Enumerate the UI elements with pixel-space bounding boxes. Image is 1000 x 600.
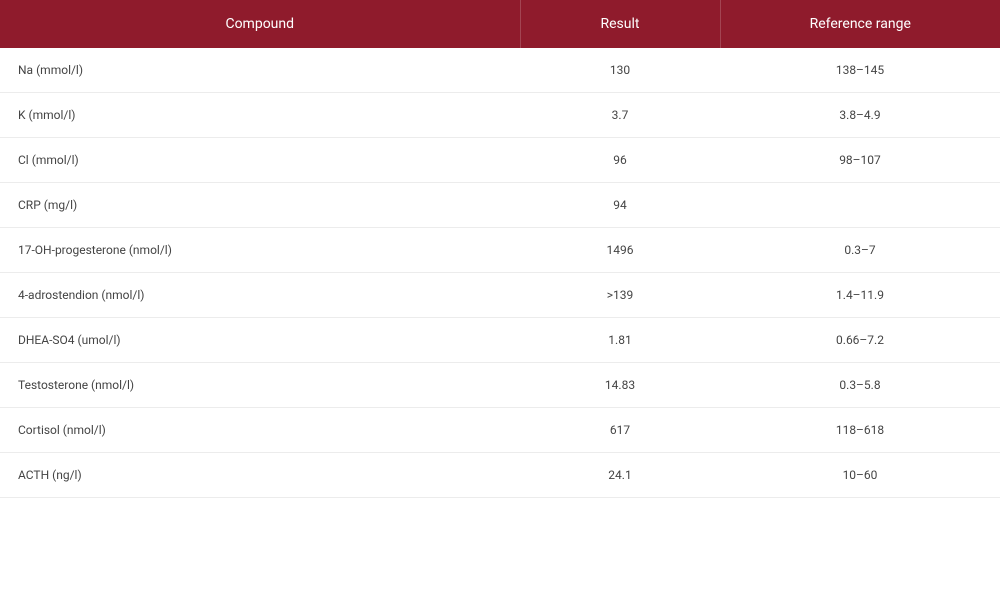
table-row: K (mmol/l)3.73.8–4.9	[0, 93, 1000, 138]
range-cell: 138–145	[720, 48, 1000, 93]
compound-cell: Testosterone (nmol/l)	[0, 363, 520, 408]
result-cell: 3.7	[520, 93, 720, 138]
range-cell: 118–618	[720, 408, 1000, 453]
table-body: Na (mmol/l)130138–145K (mmol/l)3.73.8–4.…	[0, 48, 1000, 498]
col-header-result: Result	[520, 0, 720, 48]
lab-results-table: Compound Result Reference range Na (mmol…	[0, 0, 1000, 498]
col-header-range: Reference range	[720, 0, 1000, 48]
compound-cell: K (mmol/l)	[0, 93, 520, 138]
table-row: 17-OH-progesterone (nmol/l)14960.3–7	[0, 228, 1000, 273]
result-cell: 94	[520, 183, 720, 228]
range-cell: 0.66–7.2	[720, 318, 1000, 363]
range-cell: 1.4–11.9	[720, 273, 1000, 318]
table-row: 4-adrostendion (nmol/l)>1391.4–11.9	[0, 273, 1000, 318]
result-cell: >139	[520, 273, 720, 318]
range-cell: 10–60	[720, 453, 1000, 498]
table-row: CRP (mg/l)94	[0, 183, 1000, 228]
result-cell: 617	[520, 408, 720, 453]
table-row: Cl (mmol/l)9698–107	[0, 138, 1000, 183]
compound-cell: 17-OH-progesterone (nmol/l)	[0, 228, 520, 273]
compound-cell: DHEA-SO4 (umol/l)	[0, 318, 520, 363]
range-cell: 98–107	[720, 138, 1000, 183]
compound-cell: Cl (mmol/l)	[0, 138, 520, 183]
table-row: DHEA-SO4 (umol/l)1.810.66–7.2	[0, 318, 1000, 363]
result-cell: 24.1	[520, 453, 720, 498]
col-header-compound: Compound	[0, 0, 520, 48]
result-cell: 96	[520, 138, 720, 183]
table-row: Na (mmol/l)130138–145	[0, 48, 1000, 93]
compound-cell: ACTH (ng/l)	[0, 453, 520, 498]
range-cell: 0.3–5.8	[720, 363, 1000, 408]
result-cell: 14.83	[520, 363, 720, 408]
table-row: ACTH (ng/l)24.110–60	[0, 453, 1000, 498]
compound-cell: 4-adrostendion (nmol/l)	[0, 273, 520, 318]
table-header: Compound Result Reference range	[0, 0, 1000, 48]
compound-cell: Na (mmol/l)	[0, 48, 520, 93]
range-cell: 0.3–7	[720, 228, 1000, 273]
result-cell: 1.81	[520, 318, 720, 363]
result-cell: 130	[520, 48, 720, 93]
table-row: Testosterone (nmol/l)14.830.3–5.8	[0, 363, 1000, 408]
result-cell: 1496	[520, 228, 720, 273]
table-row: Cortisol (nmol/l)617118–618	[0, 408, 1000, 453]
range-cell: 3.8–4.9	[720, 93, 1000, 138]
compound-cell: CRP (mg/l)	[0, 183, 520, 228]
compound-cell: Cortisol (nmol/l)	[0, 408, 520, 453]
range-cell	[720, 183, 1000, 228]
